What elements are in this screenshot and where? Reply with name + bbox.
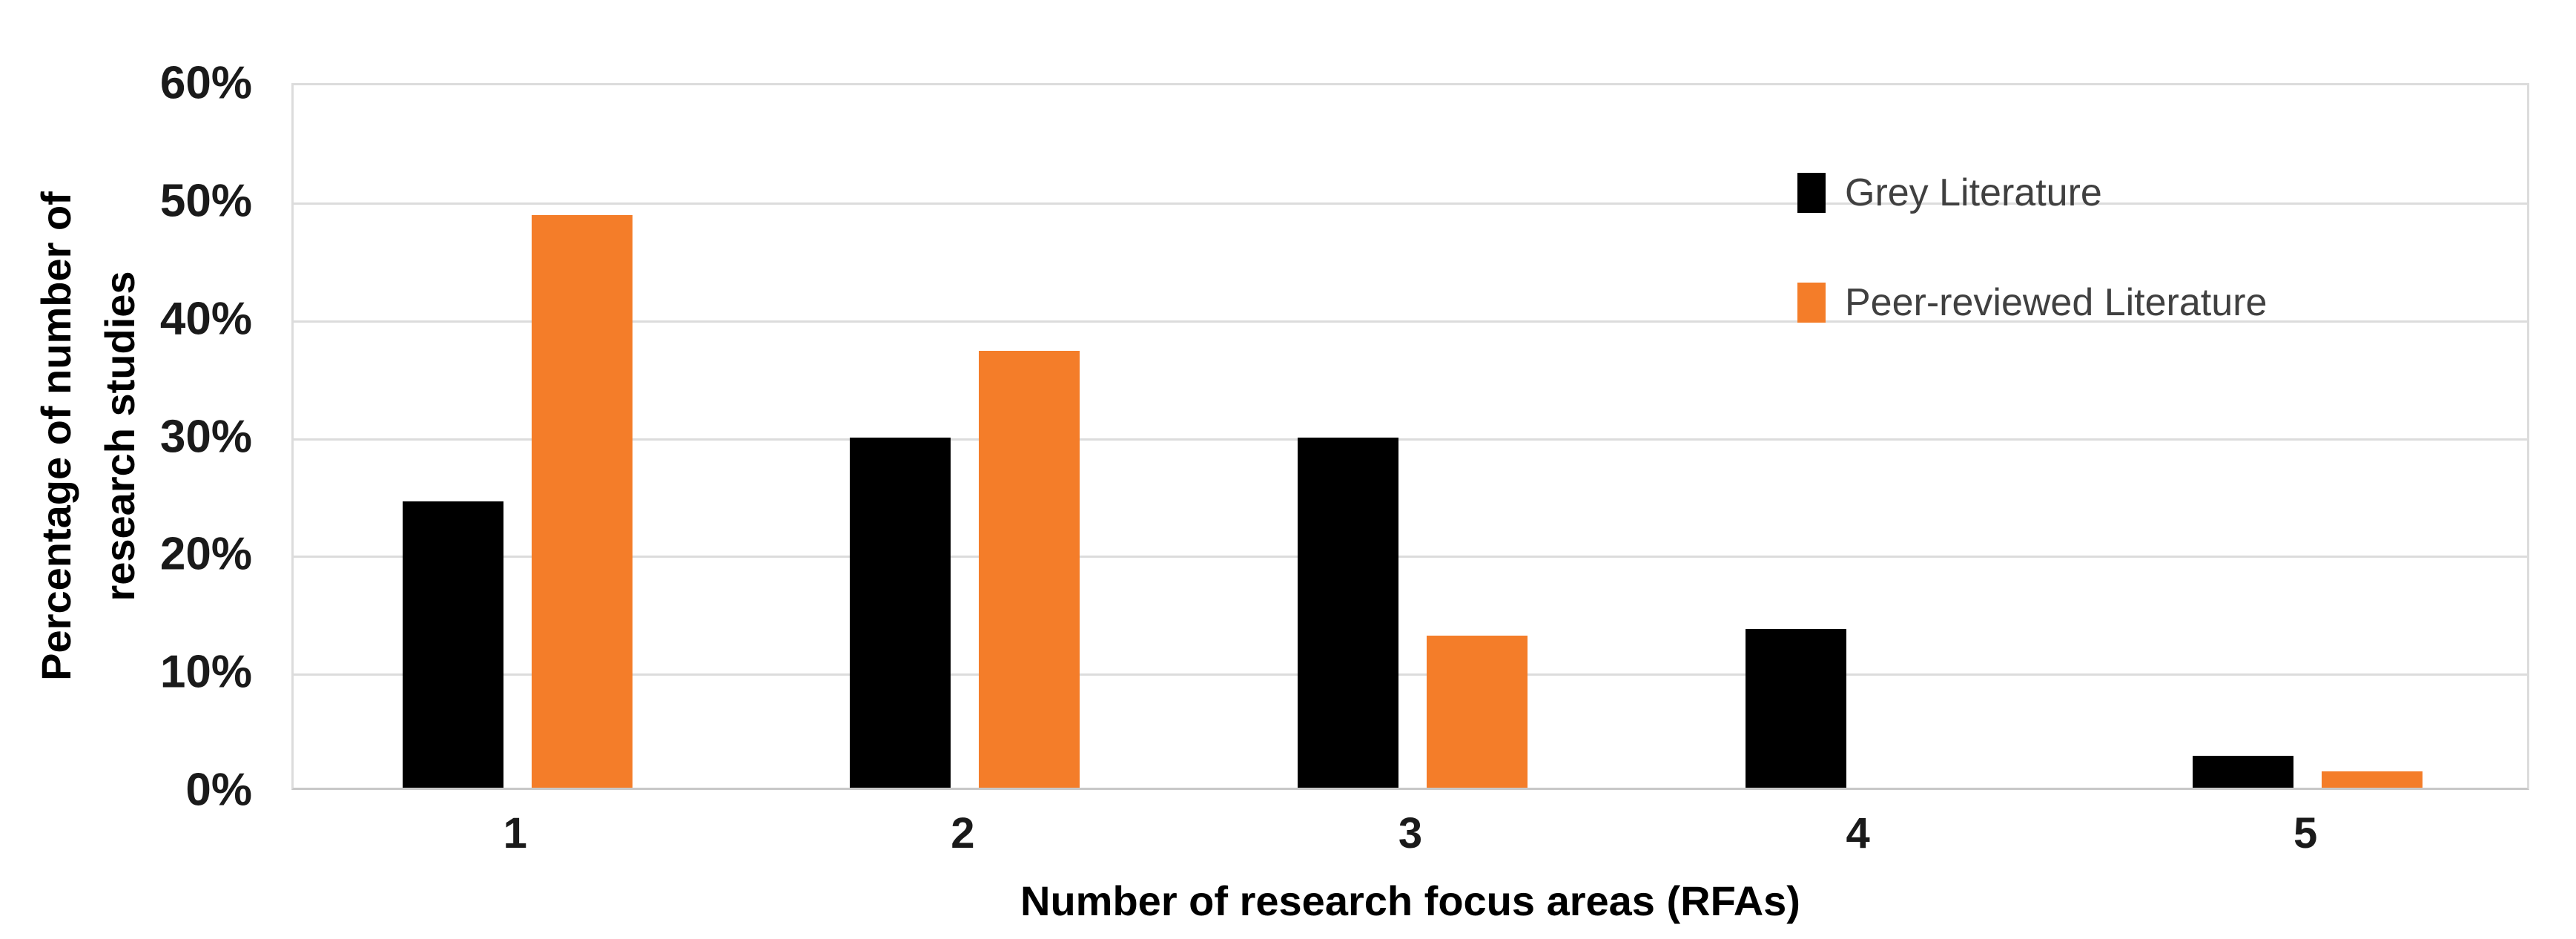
bar-grey-rfa-2 — [850, 438, 951, 788]
bar-peer-rfa-5 — [2322, 771, 2423, 788]
bar-grey-rfa-3 — [1298, 438, 1398, 788]
plot-area — [291, 83, 2529, 790]
bar-peer-rfa-1 — [532, 215, 633, 788]
gridline-40-percent — [294, 320, 2527, 323]
gridline-50-percent — [294, 202, 2527, 205]
x-axis-title: Number of research focus areas (RFAs) — [1020, 877, 1800, 924]
x-tick-label-1: 1 — [503, 809, 527, 857]
legend-label-grey-literature: Grey Literature — [1845, 171, 2102, 214]
grey-literature-swatch-icon — [1797, 173, 1826, 213]
y-tick-label-30: 30% — [159, 411, 252, 462]
x-tick-label-2: 2 — [951, 809, 975, 857]
gridline-20-percent — [294, 556, 2527, 559]
y-tick-label-60: 60% — [159, 57, 252, 109]
bar-grey-rfa-1 — [403, 501, 503, 788]
peer-reviewed-literature-swatch-icon — [1797, 283, 1826, 323]
legend-item-grey-literature: Grey Literature — [1797, 171, 2102, 214]
y-tick-label-10: 10% — [159, 646, 252, 698]
bar-peer-rfa-2 — [979, 351, 1080, 788]
y-tick-label-20: 20% — [159, 528, 252, 580]
bar-peer-rfa-3 — [1427, 636, 1528, 788]
bar-grey-rfa-4 — [1746, 629, 1846, 788]
x-tick-label-4: 4 — [1846, 809, 1870, 857]
y-tick-label-0: 0% — [185, 764, 252, 816]
legend-label-peer-reviewed-literature: Peer-reviewed Literature — [1845, 281, 2268, 324]
bar-grey-rfa-5 — [2193, 756, 2293, 788]
gridline-10-percent — [294, 673, 2527, 676]
x-tick-label-3: 3 — [1398, 809, 1423, 857]
gridline-30-percent — [294, 438, 2527, 441]
x-tick-label-5: 5 — [2293, 809, 2318, 857]
legend-item-peer-reviewed-literature: Peer-reviewed Literature — [1797, 281, 2268, 324]
y-tick-label-50: 50% — [159, 175, 252, 227]
y-tick-label-40: 40% — [159, 293, 252, 345]
